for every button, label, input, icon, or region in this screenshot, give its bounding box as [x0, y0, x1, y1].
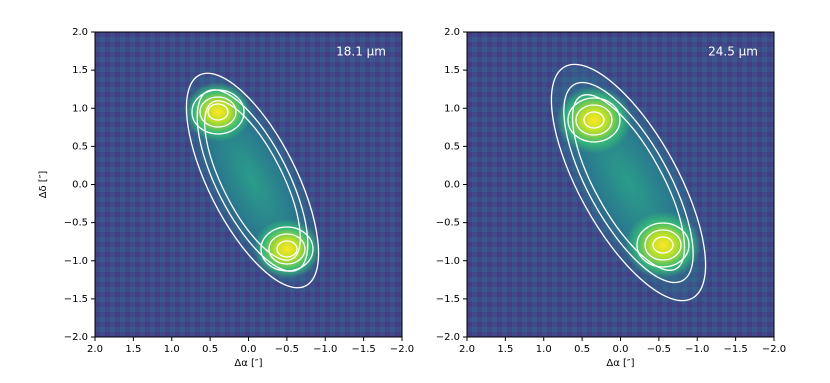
y-tick-label: −1.5	[64, 294, 88, 305]
image	[467, 32, 774, 337]
peak	[624, 211, 702, 279]
y-tick-label: −2.0	[436, 332, 460, 343]
contour	[185, 72, 320, 289]
contour	[268, 233, 306, 265]
y-tick-label: −1.0	[436, 256, 460, 267]
y-tick-label: 0.0	[72, 180, 88, 191]
y-tick-label: −0.5	[64, 218, 88, 229]
contour	[571, 94, 686, 271]
contour	[652, 236, 674, 254]
x-tick-label: 1.0	[536, 344, 552, 355]
x-tick-label: −0.5	[275, 344, 299, 355]
x-tick-label: −1.0	[313, 344, 337, 355]
contour	[563, 81, 694, 284]
contour	[199, 96, 237, 128]
y-tick-label: 0.0	[444, 180, 460, 191]
y-axis-label: Δδ [″]	[38, 171, 49, 199]
x-axis-label: Δα [″]	[234, 358, 262, 369]
contour	[575, 104, 613, 136]
y-tick-label: 1.0	[444, 103, 460, 114]
x-tick-label: 0.5	[574, 344, 590, 355]
x-tick-label: −2.0	[390, 344, 414, 355]
y-tick-label: 1.0	[72, 103, 88, 114]
y-tick-label: 0.5	[444, 141, 460, 152]
x-tick-label: 1.0	[164, 344, 180, 355]
contour	[644, 229, 682, 261]
y-tick-label: −1.5	[436, 294, 460, 305]
y-tick-label: −2.0	[64, 332, 88, 343]
x-tick-label: −2.0	[762, 344, 786, 355]
contour	[276, 240, 298, 258]
contour	[550, 63, 707, 302]
x-tick-label: −0.5	[647, 344, 671, 355]
contour	[204, 100, 301, 261]
x-tick-label: 1.5	[125, 344, 141, 355]
y-tick-label: 1.5	[444, 65, 460, 76]
x-tick-label: 1.5	[497, 344, 513, 355]
image	[95, 32, 402, 337]
panel: 2.0 1.5 1.0 0.5 0.0 −0.5 −1.0 −1.5 −2.0 −2.0 −1.5 −…	[38, 27, 414, 369]
x-tick-label: −1.5	[351, 344, 375, 355]
x-axis-label: Δα [″]	[606, 358, 634, 369]
y-tick-label: 2.0	[72, 27, 88, 38]
contour	[207, 103, 229, 121]
annotation: 24.5 μm	[708, 45, 758, 59]
x-tick-label: 0.5	[202, 344, 218, 355]
x-tick-label: −1.0	[685, 344, 709, 355]
contour	[567, 97, 621, 143]
contour	[583, 111, 605, 129]
peak	[555, 86, 633, 154]
contour	[260, 226, 314, 272]
contour	[636, 222, 690, 268]
y-tick-label: 2.0	[444, 27, 460, 38]
x-tick-label: 0.0	[613, 344, 629, 355]
x-tick-label: 2.0	[459, 344, 475, 355]
y-tick-label: 1.5	[72, 65, 88, 76]
panel: 2.0 1.5 1.0 0.5 0.0 −0.5 −1.0 −1.5 −2.0 −2.0 −1.5 −…	[436, 27, 786, 369]
x-tick-label: 2.0	[87, 344, 103, 355]
y-tick-label: 0.5	[72, 141, 88, 152]
x-tick-label: −1.5	[723, 344, 747, 355]
y-tick-label: −0.5	[436, 218, 460, 229]
x-tick-label: 0.0	[241, 344, 257, 355]
contour	[191, 89, 245, 135]
annotation: 18.1 μm	[336, 45, 386, 59]
y-tick-label: −1.0	[64, 256, 88, 267]
